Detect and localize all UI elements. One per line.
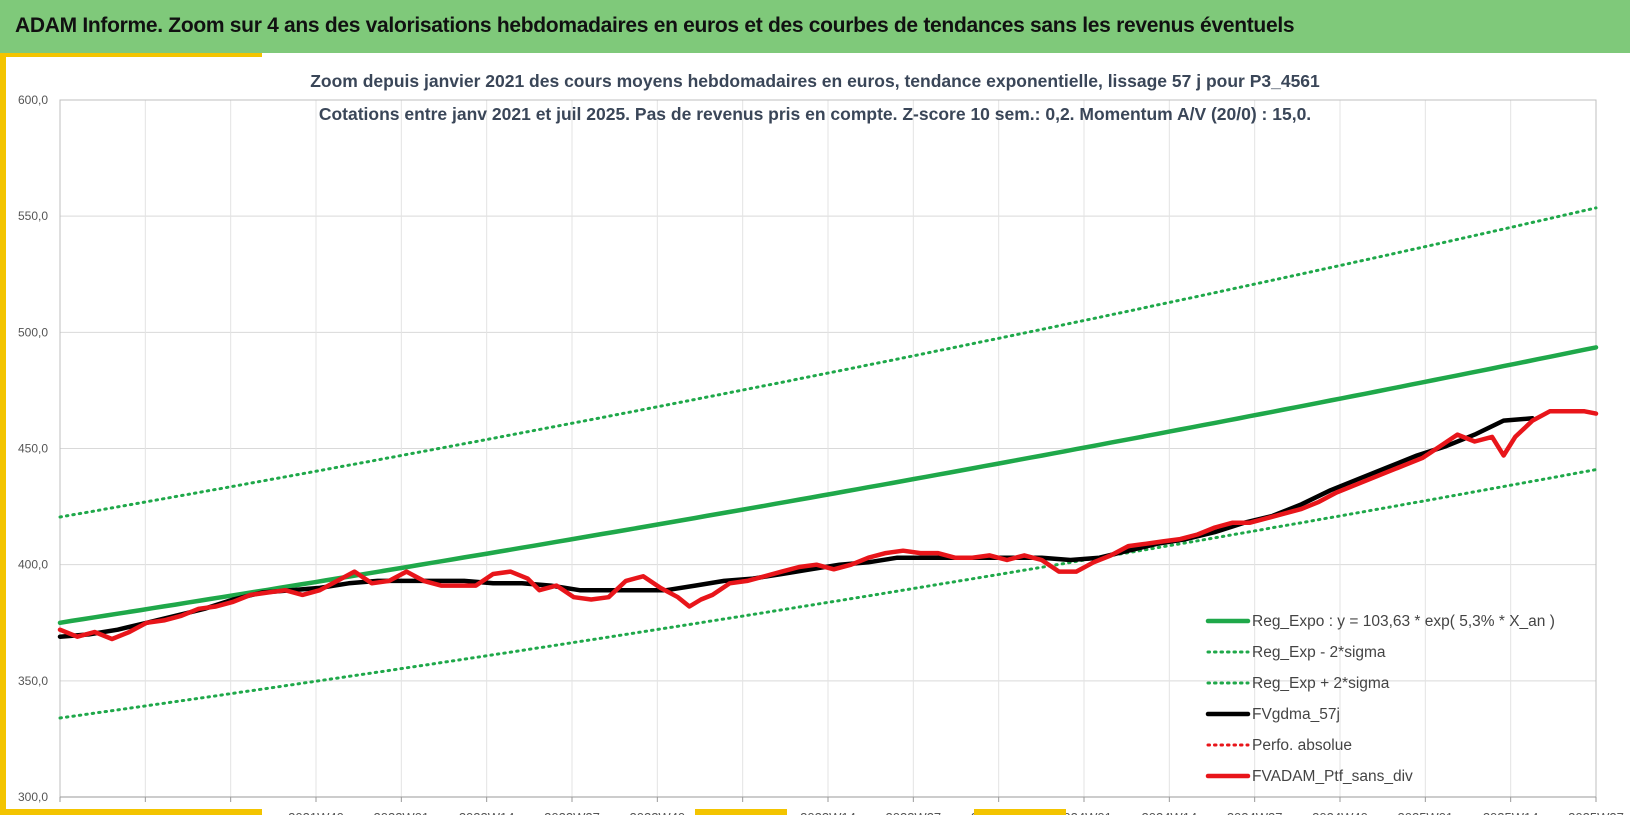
y-tick-label: 350,0 bbox=[18, 674, 48, 688]
x-tick-label: 2022W27 bbox=[544, 810, 600, 815]
legend-label: FVADAM_Ptf_sans_div bbox=[1252, 768, 1413, 785]
banner-title: ADAM Informe. Zoom sur 4 ans des valoris… bbox=[15, 14, 1295, 37]
legend-label: Reg_Exp + 2*sigma bbox=[1252, 675, 1390, 692]
chart-subtitle: Cotations entre janv 2021 et juil 2025. … bbox=[318, 104, 1312, 124]
chart-title: Zoom depuis janvier 2021 des cours moyen… bbox=[310, 71, 1320, 91]
series-line bbox=[58, 206, 1598, 519]
x-tick-label: 2025W14 bbox=[1483, 810, 1539, 815]
y-axis: 300,0 350,0 400,0 450,0 500,0 550,0 600,0 bbox=[18, 93, 48, 804]
legend-label: Reg_Expo : y = 103,63 * exp( 5,3% * X_an… bbox=[1252, 613, 1555, 630]
accent-bar-top bbox=[0, 53, 262, 57]
x-tick-label: 2022W01 bbox=[374, 810, 430, 815]
chart-grid bbox=[59, 99, 1597, 798]
x-tick-label: 2023W27 bbox=[886, 810, 942, 815]
y-tick-label: 600,0 bbox=[18, 93, 48, 107]
y-tick-label: 550,0 bbox=[18, 209, 48, 223]
y-tick-label: 450,0 bbox=[18, 442, 48, 456]
y-tick-label: 300,0 bbox=[18, 790, 48, 804]
x-tick-label: 2021W40 bbox=[288, 810, 344, 815]
x-tick-label: 2022W14 bbox=[459, 810, 515, 815]
legend-label: Perfo. absolue bbox=[1252, 737, 1352, 754]
series-line bbox=[57, 345, 1599, 626]
x-tick-label: 2024W27 bbox=[1227, 810, 1283, 815]
x-tick-label: 2025W27 bbox=[1568, 810, 1624, 815]
accent-bar-left bbox=[0, 53, 6, 815]
x-tick-label: 2025W01 bbox=[1398, 810, 1454, 815]
accent-bar-bottom bbox=[695, 809, 787, 815]
chart-legend: Reg_Expo : y = 103,63 * exp( 5,3% * X_an… bbox=[1205, 613, 1555, 785]
x-axis: 2021W012021W142021W272021W402022W012022W… bbox=[32, 796, 1624, 815]
chart-series bbox=[57, 206, 1599, 720]
series-line bbox=[58, 468, 1598, 720]
x-tick-label: 2024W14 bbox=[1142, 810, 1198, 815]
series-line bbox=[57, 416, 1535, 639]
accent-bar-bottom bbox=[0, 809, 262, 815]
x-tick-label: 2024W40 bbox=[1312, 810, 1368, 815]
legend-label: FVgdma_57j bbox=[1252, 706, 1340, 723]
y-tick-label: 500,0 bbox=[18, 325, 48, 339]
x-tick-label: 2023W14 bbox=[800, 810, 856, 815]
line-chart: 300,0 350,0 400,0 450,0 500,0 550,0 600,0 2021… bbox=[18, 93, 1624, 815]
series-line bbox=[57, 409, 1599, 642]
y-tick-label: 400,0 bbox=[18, 558, 48, 572]
x-tick-label: 2022W40 bbox=[630, 810, 686, 815]
x-tick-label: 2024W01 bbox=[1056, 810, 1112, 815]
header-banner: ADAM Informe. Zoom sur 4 ans des valoris… bbox=[0, 0, 1630, 53]
accent-bar-bottom bbox=[974, 809, 1066, 815]
legend-label: Reg_Exp - 2*sigma bbox=[1252, 644, 1386, 661]
